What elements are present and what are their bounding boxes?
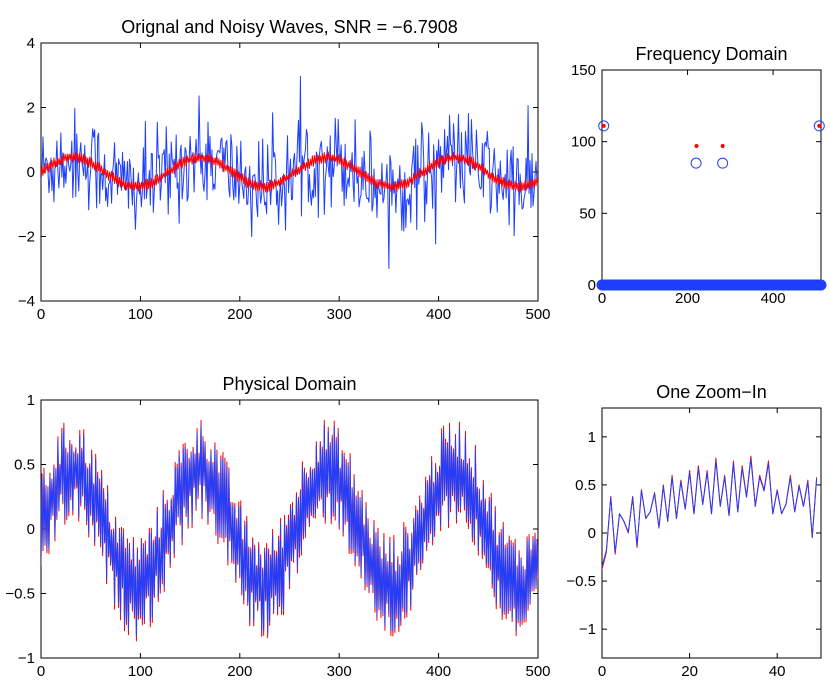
noisy-xtick-label: 0 — [37, 306, 45, 323]
zoom-ytick-label: −1 — [579, 621, 596, 638]
freq-noisy-point — [690, 157, 702, 169]
frequency-xtick-label: 200 — [675, 290, 700, 307]
frequency-series — [596, 120, 827, 291]
physical-ytick-label: −1 — [18, 650, 35, 667]
zoom-reconstructed-line — [601, 458, 818, 567]
noisy-ytick-label: 2 — [27, 100, 35, 117]
zoom-ytick-label: 1 — [588, 429, 596, 446]
noisy-series — [41, 75, 538, 269]
zoom-title: One Zoom−In — [656, 382, 767, 402]
frequency-xtick-label: 400 — [761, 290, 786, 307]
noisy-axes: Orignal and Noisy Waves, SNR = −6.7908 0 1… — [18, 17, 551, 323]
noisy-ytick-label: −2 — [18, 229, 35, 246]
physical-xtick-label: 200 — [227, 663, 252, 680]
physical-ytick-label: 0 — [27, 521, 35, 538]
frequency-ytick-label: 100 — [571, 134, 596, 151]
physical-axes: Physical Domain 0 100 200 300 400 500 −1 −0.5 0 0.… — [5, 374, 550, 680]
noisy-xtick-label: 100 — [128, 306, 153, 323]
zoom-series — [601, 455, 818, 570]
noisy-signal-line — [41, 75, 538, 269]
zoom-xtick-label: 0 — [598, 663, 606, 680]
original-wave-line — [41, 151, 538, 193]
freq-noisy-point — [598, 120, 610, 132]
physical-xtick-label: 0 — [37, 663, 45, 680]
zoom-ytick-label: 0 — [588, 525, 596, 542]
frequency-title: Frequency Domain — [635, 44, 787, 64]
frequency-ytick-label: 50 — [579, 205, 596, 222]
freq-original-point — [817, 123, 822, 128]
freq-zero-point — [815, 279, 827, 291]
noisy-ytick-label: −4 — [18, 293, 35, 310]
physical-ytick-label: −0.5 — [5, 586, 35, 603]
noisy-xtick-label: 400 — [426, 306, 451, 323]
zoom-ytick-label: −0.5 — [566, 573, 596, 590]
physical-title: Physical Domain — [222, 374, 356, 394]
noisy-ytick-label: 4 — [27, 35, 35, 52]
freq-noisy-point — [813, 120, 825, 132]
zoom-ytick-label: 0.5 — [575, 477, 596, 494]
noisy-xtick-label: 300 — [327, 306, 352, 323]
frequency-xtick-label: 0 — [598, 290, 606, 307]
zoom-xtick-label: 40 — [769, 663, 786, 680]
physical-ytick-label: 1 — [27, 392, 35, 409]
frequency-ytick-label: 0 — [588, 277, 596, 294]
freq-original-point — [720, 143, 725, 148]
physical-xtick-label: 100 — [128, 663, 153, 680]
physical-series — [41, 419, 538, 642]
physical-xtick-label: 400 — [426, 663, 451, 680]
zoom-axes: One Zoom−In 0 20 40 −1 −0.5 0 0.5 1 — [566, 382, 822, 680]
zoom-xtick-label: 20 — [681, 663, 698, 680]
freq-original-point — [601, 123, 606, 128]
noisy-xtick-label: 500 — [525, 306, 550, 323]
freq-noisy-point — [717, 157, 729, 169]
noisy-xtick-label: 200 — [227, 306, 252, 323]
physical-xtick-label: 500 — [525, 663, 550, 680]
noisy-title: Orignal and Noisy Waves, SNR = −6.7908 — [121, 17, 458, 37]
physical-xtick-label: 300 — [327, 663, 352, 680]
zoom-frame — [601, 407, 822, 659]
frequency-axes: Frequency Domain 0 200 400 0 50 100 150 — [571, 44, 822, 307]
freq-original-point — [694, 143, 699, 148]
frequency-ytick-label: 150 — [571, 62, 596, 79]
physical-reconstructed-line — [41, 424, 538, 637]
physical-ytick-label: 0.5 — [14, 457, 35, 474]
noisy-ytick-label: 0 — [27, 164, 35, 181]
frequency-frame — [601, 69, 822, 286]
